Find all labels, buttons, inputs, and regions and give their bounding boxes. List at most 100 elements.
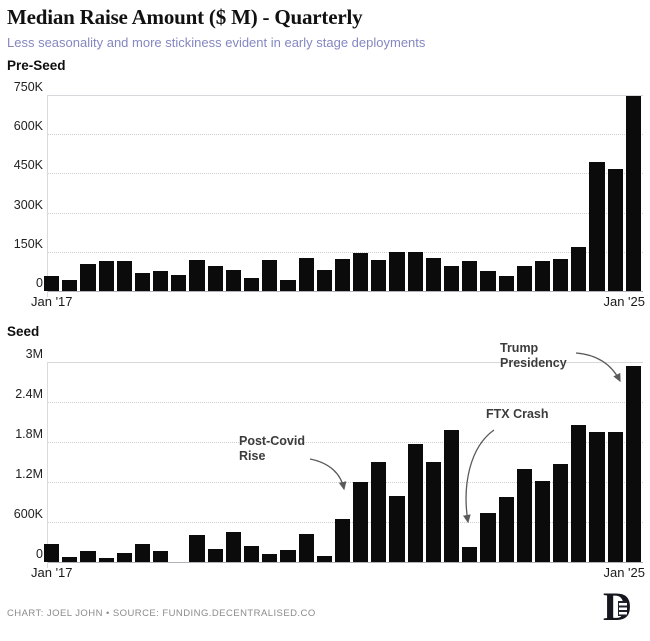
bar-seed-Q320 xyxy=(298,533,314,562)
bar-pre-seed-Q221 xyxy=(353,253,369,291)
y-axis-tick-label: 0 xyxy=(36,276,43,290)
bar-pre-seed-Q124 xyxy=(553,259,569,291)
bar-pre-seed-Q418 xyxy=(171,275,187,291)
bar-seed-Q324 xyxy=(589,432,605,562)
gridline xyxy=(47,442,643,443)
bar-pre-seed-Q223 xyxy=(498,275,514,291)
bar-seed-Q221 xyxy=(353,482,369,562)
bar-seed-Q223 xyxy=(498,497,514,562)
bar-seed-Q122 xyxy=(407,444,423,562)
bar-seed-Q222 xyxy=(425,462,441,562)
bar-seed-Q224 xyxy=(571,424,587,562)
bar-pre-seed-Q317 xyxy=(80,264,96,291)
chart-subtitle: Less seasonality and more stickiness evi… xyxy=(7,35,426,50)
bar-seed-Q219 xyxy=(207,548,223,562)
bar-seed-Q123 xyxy=(480,513,496,562)
annotation-post-covid-rise: Post-Covid Rise xyxy=(239,434,305,463)
page-title: Median Raise Amount ($ M) - Quarterly xyxy=(7,5,363,29)
bar-seed-Q220 xyxy=(280,550,296,562)
bar-seed-Q322 xyxy=(444,430,460,562)
y-axis-tick-label: 450K xyxy=(13,158,43,173)
preseed-section-label: Pre-Seed xyxy=(7,58,66,73)
bar-seed-Q125 xyxy=(625,366,641,562)
gridline xyxy=(47,95,643,96)
bar-seed-Q420 xyxy=(316,556,332,562)
bar-pre-seed-Q118 xyxy=(116,260,132,291)
bar-pre-seed-Q218 xyxy=(134,273,151,291)
bar-seed-Q119 xyxy=(189,535,205,562)
y-axis-tick-label: 3M xyxy=(25,347,43,361)
y-axis-tick-label: 600K xyxy=(13,119,43,134)
gridline xyxy=(47,562,643,563)
bar-pre-seed-Q220 xyxy=(280,280,296,291)
annotation-ftx-crash: FTX Crash xyxy=(486,407,549,421)
gridline xyxy=(47,362,643,363)
bar-pre-seed-Q222 xyxy=(425,257,441,291)
decentralised-logo: D xyxy=(603,587,641,627)
bar-seed-Q323 xyxy=(516,468,532,562)
bar-pre-seed-Q121 xyxy=(334,259,351,291)
bar-seed-Q321 xyxy=(371,462,387,562)
bar-seed-Q318 xyxy=(153,550,169,562)
bar-seed-Q120 xyxy=(262,554,278,562)
bar-pre-seed-Q322 xyxy=(444,265,460,291)
bar-seed-Q121 xyxy=(334,519,351,562)
y-axis-tick-label: 2.4M xyxy=(15,387,43,401)
bar-pre-seed-Q420 xyxy=(316,270,332,291)
bar-pre-seed-Q319 xyxy=(225,270,241,291)
bar-pre-seed-Q122 xyxy=(407,252,423,291)
bar-pre-seed-Q123 xyxy=(480,270,496,291)
gridline xyxy=(47,251,643,253)
x-axis-tick-label-end: Jan '25 xyxy=(603,565,645,580)
bar-pre-seed-Q320 xyxy=(298,258,314,291)
y-axis-line xyxy=(47,362,48,568)
x-axis-tick-label-end: Jan '25 xyxy=(603,294,645,309)
bar-pre-seed-Q119 xyxy=(189,260,205,291)
bar-seed-Q423 xyxy=(534,480,551,562)
y-axis-line xyxy=(47,95,48,297)
y-axis-tick-label: 150K xyxy=(13,236,43,251)
x-axis-tick-label-start: Jan '17 xyxy=(31,565,73,580)
bar-seed-Q424 xyxy=(607,432,623,562)
gridline xyxy=(47,291,643,292)
bar-seed-Q118 xyxy=(116,553,132,562)
y-axis-tick-label: 0 xyxy=(36,547,43,561)
gridline xyxy=(47,212,643,214)
y-axis-tick-label: 300K xyxy=(13,197,43,212)
seed-section-label: Seed xyxy=(7,324,40,339)
y-axis-tick-label: 1.2M xyxy=(15,467,43,481)
bar-seed-Q124 xyxy=(553,464,569,562)
bar-pre-seed-Q423 xyxy=(534,261,551,291)
x-axis-tick-label-start: Jan '17 xyxy=(31,294,73,309)
bar-pre-seed-Q224 xyxy=(571,247,587,291)
bar-pre-seed-Q120 xyxy=(262,260,278,291)
bar-pre-seed-Q419 xyxy=(244,277,260,291)
y-axis-tick-label: 750K xyxy=(13,80,43,94)
bar-seed-Q117 xyxy=(44,544,60,562)
bar-seed-Q317 xyxy=(80,550,96,562)
gridline xyxy=(47,173,643,175)
bar-pre-seed-Q324 xyxy=(589,162,605,291)
bar-pre-seed-Q321 xyxy=(371,260,387,291)
bar-seed-Q217 xyxy=(62,557,78,562)
bar-seed-Q421 xyxy=(389,495,405,562)
y-axis-tick-label: 1.8M xyxy=(15,427,43,441)
bar-pre-seed-Q117 xyxy=(44,275,60,291)
bar-pre-seed-Q424 xyxy=(607,168,623,291)
bar-seed-Q218 xyxy=(134,544,151,562)
bar-pre-seed-Q422 xyxy=(462,260,478,291)
bar-seed-Q319 xyxy=(225,532,241,562)
bar-pre-seed-Q318 xyxy=(153,270,169,291)
logo-building-icon xyxy=(618,601,627,616)
y-axis-tick-label: 600K xyxy=(13,507,43,521)
bar-pre-seed-Q219 xyxy=(207,265,223,291)
bar-pre-seed-Q421 xyxy=(389,252,405,291)
logo-d-glyph: D xyxy=(603,587,632,627)
bar-seed-Q419 xyxy=(244,546,260,562)
bar-pre-seed-Q323 xyxy=(516,266,532,291)
bar-pre-seed-Q125 xyxy=(625,96,641,291)
bar-pre-seed-Q217 xyxy=(62,279,78,291)
